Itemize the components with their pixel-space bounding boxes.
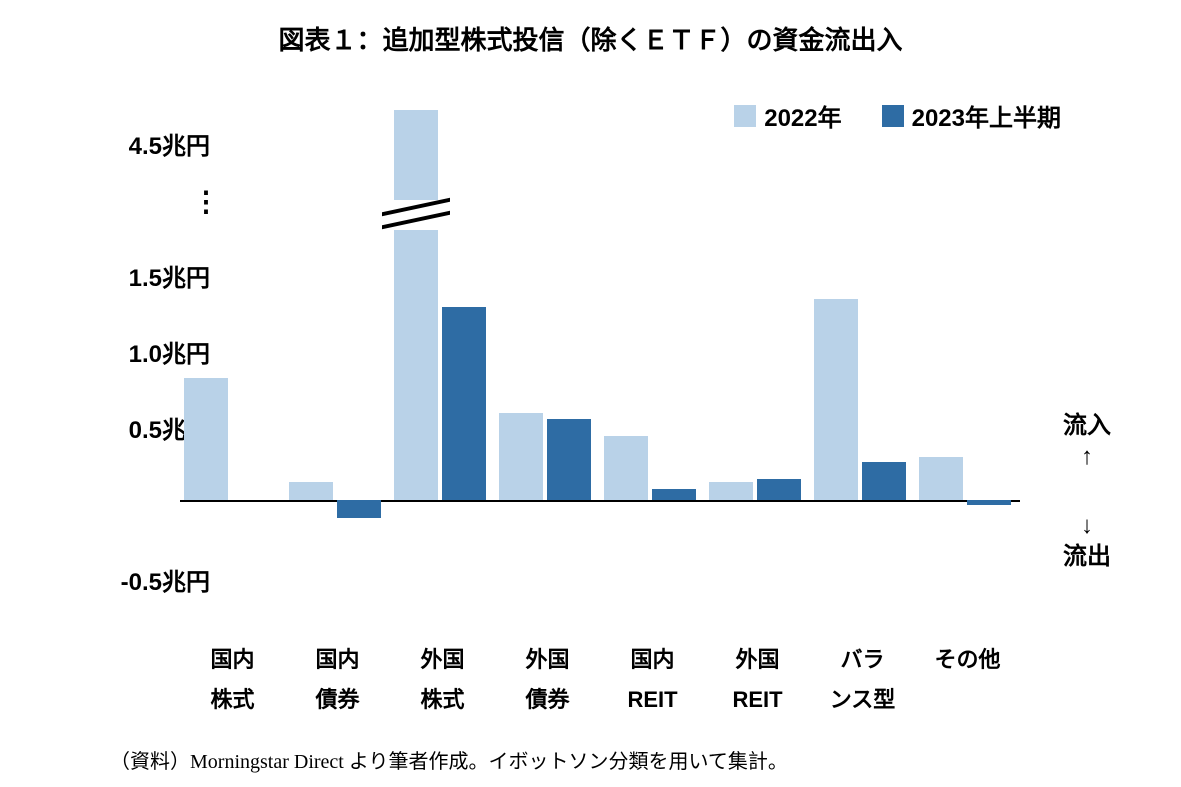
bar-group [602,90,707,610]
bar-group [182,90,287,610]
bar-2022 [499,413,543,500]
chart-area: 4.5兆円 ⋮ 1.5兆円 1.0兆円 0.5兆円 -0.5兆円 [80,90,1080,610]
bar-2023h1 [337,500,381,518]
source-note: （資料）Morningstar Direct より筆者作成。イボットソン分類を用… [110,745,788,774]
axis-break-mark [386,200,446,230]
x-axis-label: 国内債券 [285,640,390,719]
bar-2023h1 [967,500,1011,505]
x-axis-label: バランス型 [810,640,915,719]
x-axis-labels: 国内株式国内債券外国株式外国債券国内REIT外国REITバランス型その他 [180,640,1020,719]
bar-group [497,90,602,610]
bar-2022 [394,110,438,500]
x-axis-label: その他 [915,640,1020,719]
bar-group [392,90,497,610]
bar-group [287,90,392,610]
bar-2023h1 [757,479,801,500]
plot-area [180,90,1020,610]
inflow-annotation: 流入↑ [1063,410,1111,472]
outflow-annotation: ↓流出 [1063,510,1111,572]
bar-2022 [289,482,333,500]
bar-2023h1 [442,307,486,500]
bar-2022 [184,378,228,500]
x-axis-label: 外国REIT [705,640,810,719]
bar-2022 [814,299,858,500]
bar-2022 [919,457,963,500]
bar-group [707,90,812,610]
x-axis-label: 外国株式 [390,640,495,719]
bar-2022 [604,436,648,500]
bar-group [917,90,1022,610]
bar-group [812,90,917,610]
x-axis-label: 国内REIT [600,640,705,719]
bar-2022 [709,482,753,500]
bar-2023h1 [547,419,591,500]
chart-title: 図表１：追加型株式投信（除くＥＴＦ）の資金流出入 [0,20,1181,57]
bar-2023h1 [652,489,696,500]
bar-2023h1 [862,462,906,500]
x-axis-label: 外国債券 [495,640,600,719]
x-axis-label: 国内株式 [180,640,285,719]
